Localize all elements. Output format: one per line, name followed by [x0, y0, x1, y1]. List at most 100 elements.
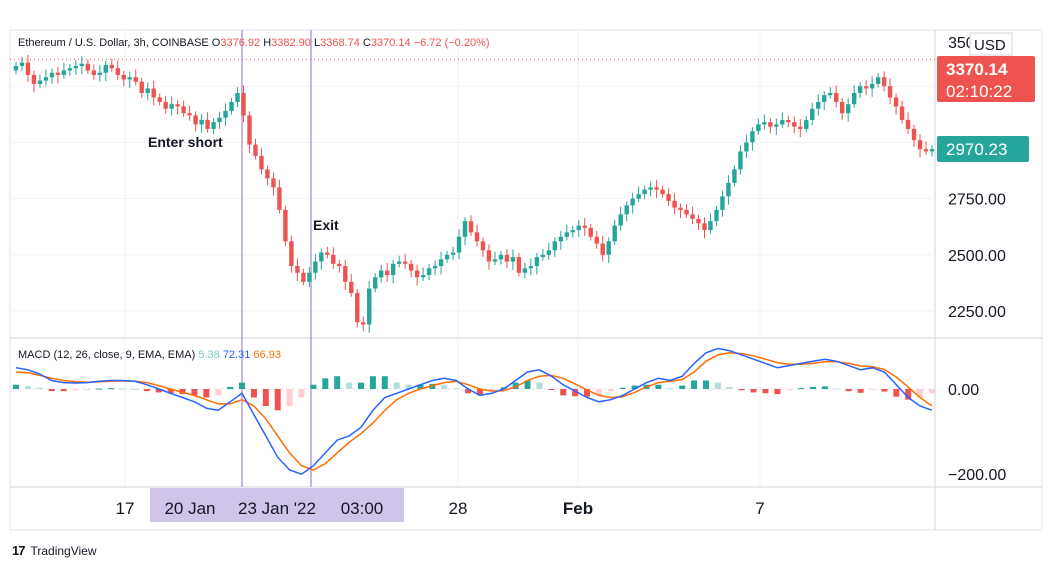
candle-body	[534, 257, 540, 267]
macd-hist-bar	[905, 389, 912, 400]
macd-hist-bar	[203, 389, 210, 398]
candle-body	[576, 225, 581, 231]
time-axis-label: Feb	[563, 499, 593, 518]
macd-hist-bar	[548, 389, 555, 390]
macd-hist-bar	[560, 389, 567, 396]
candle-body	[337, 263, 342, 267]
time-axis-label: 20 Jan	[164, 499, 215, 518]
candle-body	[133, 77, 138, 82]
candle-body	[762, 122, 767, 125]
candle-body	[13, 65, 19, 71]
candle-body	[875, 77, 881, 84]
candle-body	[606, 241, 611, 255]
candle-body	[91, 70, 97, 75]
candle-body	[325, 252, 330, 255]
macd-hist-bar	[679, 385, 686, 389]
macd-hist-bar	[476, 389, 483, 396]
macd-hist-bar	[857, 389, 864, 393]
candle-body	[684, 209, 689, 215]
candle-body	[462, 221, 468, 237]
macd-hist-bar	[584, 389, 591, 397]
candle-body	[331, 254, 336, 264]
macd-hist-bar	[250, 389, 257, 398]
candle-body	[181, 106, 186, 114]
last-price-countdown: 02:10:22	[946, 82, 1012, 101]
macd-hist-bar	[346, 382, 353, 389]
candle-body	[468, 221, 474, 233]
candle-body	[923, 149, 929, 152]
candle-body	[696, 218, 701, 224]
chart-frame	[9, 29, 1043, 531]
candle-body	[121, 74, 126, 80]
candle-body	[810, 108, 815, 120]
macd-signal-value: 66.93	[253, 349, 281, 361]
l-label: L	[314, 37, 320, 49]
macd-hist-bar	[357, 382, 364, 389]
macd-hist-bar	[524, 380, 531, 389]
price-tick-label: 2500.00	[948, 248, 1006, 265]
chart-title: Ethereum / U.S. Dollar, 3h, COINBASE O33…	[18, 37, 490, 49]
candle-body	[768, 122, 773, 127]
candle-body	[307, 272, 312, 282]
macd-hist-bar	[655, 384, 662, 389]
candle-body	[708, 221, 713, 231]
candle-body	[522, 268, 528, 273]
macd-hist-bar	[881, 389, 888, 392]
candle-body	[582, 225, 587, 228]
change-value: −6.72 (−0.20%)	[414, 37, 490, 49]
candle-body	[720, 196, 725, 210]
macd-hist-bar	[227, 386, 234, 389]
candle-body	[648, 187, 653, 190]
candle-body	[289, 241, 294, 267]
h-value: 3382.90	[271, 37, 314, 49]
candle-body	[157, 97, 162, 102]
candle-body	[361, 322, 366, 325]
candle-body	[193, 115, 198, 125]
candle-body	[905, 119, 911, 129]
candle-body	[271, 178, 276, 188]
candle-body	[420, 275, 426, 278]
macd-hist-bar	[72, 389, 79, 391]
candle-body	[492, 259, 498, 262]
macd-hist-bar	[536, 382, 543, 389]
candle-body	[750, 131, 755, 143]
candle-body	[127, 77, 132, 80]
candle-body	[211, 122, 216, 129]
macd-hist-bar	[833, 388, 840, 390]
candle-body	[103, 64, 109, 73]
candle-body	[277, 187, 282, 210]
l-value: 3368.74	[320, 37, 363, 49]
macd-signal-line	[15, 352, 933, 471]
candle-body	[49, 72, 55, 78]
candle-body	[516, 257, 522, 273]
h-label: H	[263, 37, 271, 49]
candle-body	[630, 198, 635, 206]
macd-hist-bar	[869, 389, 876, 390]
candle-body	[355, 293, 360, 323]
macd-hist-bar	[845, 389, 852, 392]
candle-body	[528, 266, 534, 269]
macd-line	[15, 347, 933, 476]
candle-body	[73, 65, 79, 69]
macd-hist-bar	[465, 389, 472, 394]
macd-hist-bar	[429, 383, 436, 389]
candle-body	[229, 101, 234, 111]
tradingview-logo[interactable]: 17 TradingView	[12, 543, 97, 558]
macd-hist-bar	[607, 389, 614, 392]
candle-body	[714, 209, 719, 222]
macd-hist-bar	[13, 384, 19, 389]
macd-hist-bar	[274, 389, 281, 411]
macd-hist-bar	[215, 389, 222, 396]
candle-body	[55, 72, 61, 75]
candle-body	[881, 77, 887, 87]
candle-body	[612, 225, 617, 242]
candle-body	[798, 126, 803, 129]
candle-body	[893, 97, 899, 107]
macd-hist-bar	[702, 380, 709, 389]
macd-hist-bar	[762, 389, 769, 394]
candle-body	[552, 241, 558, 251]
macd-hist-bar	[179, 389, 186, 395]
candle-body	[863, 86, 869, 89]
candle-body	[642, 189, 647, 195]
